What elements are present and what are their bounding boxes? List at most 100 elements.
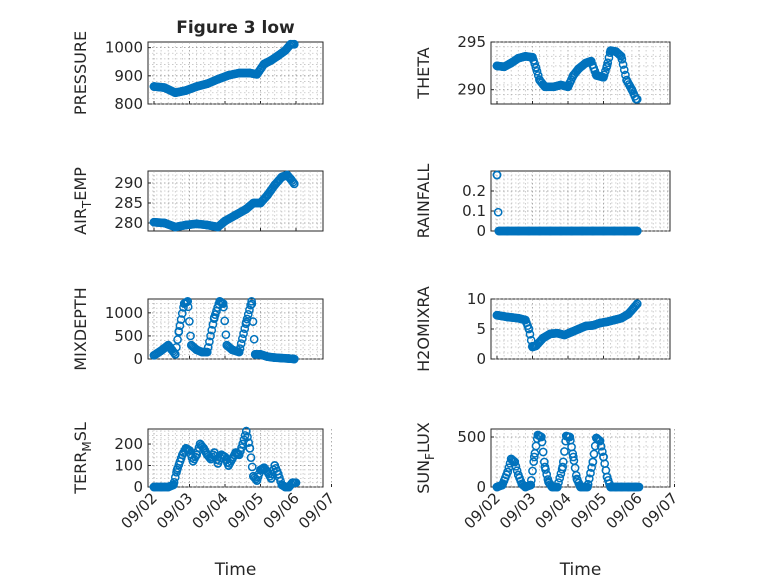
y-axis-label: TERRMSL bbox=[71, 422, 94, 495]
y-tick-label: 280 bbox=[114, 214, 143, 232]
data-series bbox=[149, 426, 301, 492]
data-point bbox=[531, 62, 541, 72]
data-point bbox=[536, 432, 546, 442]
data-point bbox=[528, 466, 537, 476]
data-point bbox=[209, 314, 219, 324]
data-point bbox=[177, 309, 187, 318]
data-point bbox=[291, 478, 301, 488]
x-tick-label: 09/05 bbox=[567, 489, 610, 532]
y-tick-label: 10 bbox=[467, 290, 486, 308]
data-point bbox=[583, 479, 593, 489]
data-point bbox=[248, 317, 258, 326]
data-point bbox=[542, 470, 552, 479]
chart-title: Figure 3 low bbox=[176, 18, 295, 38]
y-tick-label: 0 bbox=[476, 478, 486, 496]
data-point bbox=[511, 461, 521, 471]
data-point bbox=[632, 94, 642, 104]
data-point bbox=[560, 447, 569, 456]
data-point bbox=[568, 452, 578, 462]
data-point bbox=[185, 317, 194, 326]
data-point bbox=[206, 331, 215, 341]
y-axis-label: AIRTEMP bbox=[71, 167, 94, 235]
data-point bbox=[238, 439, 248, 449]
y-axis-label: H2OMIXRA bbox=[414, 286, 433, 372]
data-point bbox=[553, 482, 562, 492]
data-point bbox=[244, 438, 254, 447]
data-point bbox=[588, 457, 598, 467]
y-tick-label: 290 bbox=[457, 81, 486, 99]
y-tick-label: 0.2 bbox=[462, 182, 486, 200]
axes-box bbox=[490, 170, 671, 232]
data-point bbox=[529, 452, 539, 462]
x-tick-label: 09/04 bbox=[532, 489, 575, 532]
data-point bbox=[512, 466, 522, 476]
y-tick-label: 500 bbox=[457, 428, 486, 446]
subplot-rainfall: 0 0.1 0.2 RAINFALL bbox=[414, 164, 671, 240]
data-point bbox=[541, 465, 550, 474]
data-point bbox=[170, 472, 180, 482]
data-point bbox=[593, 434, 602, 444]
data-point bbox=[219, 302, 228, 312]
data-point bbox=[246, 453, 256, 462]
x-tick-label: 09/06 bbox=[603, 489, 646, 532]
data-point bbox=[241, 426, 251, 436]
y-axis-label: PRESSURE bbox=[71, 31, 90, 115]
data-point bbox=[243, 310, 253, 319]
data-point bbox=[246, 300, 255, 310]
data-point bbox=[220, 316, 230, 326]
y-tick-label: 800 bbox=[114, 95, 143, 113]
data-point bbox=[182, 297, 192, 307]
y-tick-label: 0 bbox=[476, 222, 486, 240]
data-point bbox=[207, 325, 217, 335]
y-axis-label: RAINFALL bbox=[414, 164, 433, 239]
data-point bbox=[556, 469, 566, 479]
data-point bbox=[584, 474, 594, 484]
y-tick-label: 0 bbox=[476, 350, 486, 368]
data-point bbox=[289, 354, 299, 364]
data-point bbox=[172, 467, 181, 477]
data-series bbox=[492, 430, 644, 492]
data-point bbox=[508, 455, 517, 465]
y-axis-label: THETA bbox=[414, 47, 433, 99]
y-axis-label: SUNFLUX bbox=[414, 422, 437, 494]
data-point bbox=[205, 337, 214, 347]
subplot-air-temp: 280 285 290 AIRTEMP bbox=[71, 167, 324, 235]
x-axis-label: Time bbox=[214, 560, 257, 580]
data-point bbox=[202, 347, 212, 357]
data-point bbox=[247, 462, 257, 472]
data-point bbox=[235, 344, 245, 353]
data-point bbox=[510, 457, 520, 467]
x-tick-label: 09/05 bbox=[224, 489, 267, 532]
data-point bbox=[288, 177, 298, 187]
data-point bbox=[589, 449, 599, 459]
data-point bbox=[537, 437, 547, 447]
data-point bbox=[526, 475, 536, 485]
data-series bbox=[149, 170, 299, 232]
data-point bbox=[183, 302, 193, 312]
data-point bbox=[509, 456, 518, 466]
data-point bbox=[587, 463, 597, 472]
x-tick-label: 09/04 bbox=[189, 489, 232, 532]
data-point bbox=[621, 70, 630, 80]
data-point bbox=[217, 298, 227, 308]
data-point bbox=[497, 480, 507, 490]
data-point bbox=[236, 339, 246, 348]
data-series bbox=[149, 39, 299, 98]
data-point bbox=[208, 320, 218, 329]
subplot-pressure: 800 900 1000 PRESSURE Figure 3 low bbox=[71, 18, 324, 115]
data-point bbox=[249, 334, 259, 344]
data-point bbox=[289, 179, 299, 189]
data-point bbox=[601, 66, 610, 76]
data-point bbox=[558, 457, 568, 467]
y-tick-label: 5 bbox=[476, 320, 486, 338]
data-series bbox=[492, 299, 642, 352]
data-point bbox=[493, 207, 503, 217]
data-series bbox=[149, 296, 299, 364]
data-point bbox=[524, 324, 534, 334]
y-tick-label: 295 bbox=[457, 33, 486, 51]
data-point bbox=[586, 468, 595, 478]
data-point bbox=[221, 330, 231, 340]
y-tick-label: 500 bbox=[114, 327, 143, 345]
data-point bbox=[632, 226, 642, 236]
